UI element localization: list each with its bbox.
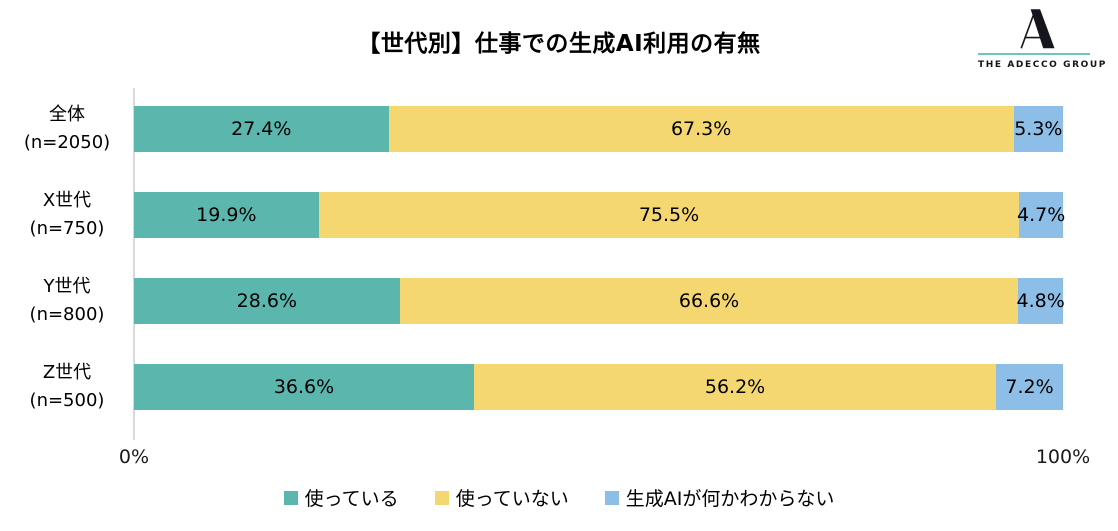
category-label: Y世代 (n=800) [0,273,134,329]
legend-swatch-icon [434,490,449,505]
chart-row: X世代 (n=750) 19.9% 75.5% 4.7% [0,172,1118,258]
category-name: X世代 [42,190,92,212]
logo-brand-text: THE ADECCO GROUP [978,60,1108,70]
bar-segment-生成AIが何かわからない: 5.3% [1013,106,1063,152]
bar-segment-使っている: 19.9% [134,192,319,238]
bar-segment-生成AIが何かわからない: 4.7% [1017,192,1066,238]
bar-segment-生成AIが何かわからない: 7.2% [996,364,1063,410]
legend-item: 使っている [283,484,399,511]
chart-legend: 使っている 使っていない 生成AIが何かわからない [0,484,1118,511]
bar-segment-使っていない: 67.3% [388,106,1014,152]
category-sample-size: (n=800) [29,304,105,325]
bar-value-label: 36.6% [273,376,335,398]
bar-segment-使っていない: 56.2% [474,364,997,410]
legend-item: 生成AIが何かわからない [604,484,835,511]
category-name: 全体 [49,104,85,126]
bar-segment-使っていない: 75.5% [318,192,1020,238]
x-axis-tick-max: 100% [1035,446,1091,468]
y-axis-line [133,88,135,440]
category-label: 全体 (n=2050) [0,101,134,157]
bar-track: 36.6% 56.2% 7.2% [134,364,1063,410]
adecco-a-icon [1020,9,1055,49]
bar-track: 28.6% 66.6% 4.8% [134,278,1065,324]
bar-value-label: 4.7% [1017,204,1066,226]
bar-value-label: 75.5% [638,204,700,226]
logo-accent-line [978,53,1090,55]
bar-value-label: 4.8% [1016,290,1065,312]
legend-swatch-icon [283,490,298,505]
category-label: Z世代 (n=500) [0,359,134,415]
category-sample-size: (n=2050) [23,132,111,153]
chart-row: Y世代 (n=800) 28.6% 66.6% 4.8% [0,258,1118,344]
bar-track: 27.4% 67.3% 5.3% [134,106,1063,152]
chart-row: Z世代 (n=500) 36.6% 56.2% 7.2% [0,344,1118,430]
bar-segment-使っている: 36.6% [134,364,474,410]
bar-value-label: 67.3% [670,118,732,140]
bar-value-label: 66.6% [678,290,740,312]
legend-item: 使っていない [434,484,569,511]
bar-segment-生成AIが何かわからない: 4.8% [1016,278,1065,324]
x-axis-tick-min: 0% [118,446,150,468]
bar-value-label: 5.3% [1014,118,1063,140]
chart-rows: 全体 (n=2050) 27.4% 67.3% 5.3% X世代 (n=750) 19.9% 7… [0,86,1118,440]
bar-segment-使っている: 28.6% [134,278,400,324]
chart-title: 【世代別】仕事での生成AI利用の有無 [357,31,761,57]
category-sample-size: (n=500) [29,390,105,411]
legend-label: 使っていない [455,488,569,510]
category-name: Z世代 [42,362,92,384]
bar-value-label: 7.2% [1005,376,1054,398]
adecco-logo: THE ADECCO GROUP [978,8,1108,70]
chart-row: 全体 (n=2050) 27.4% 67.3% 5.3% [0,86,1118,172]
bar-value-label: 19.9% [196,204,257,226]
legend-swatch-icon [604,490,619,505]
bar-segment-使っていない: 66.6% [399,278,1019,324]
bar-value-label: 28.6% [236,290,298,312]
category-name: Y世代 [43,276,91,298]
x-axis: 0% 100% [0,444,1118,476]
category-sample-size: (n=750) [29,218,105,239]
category-label: X世代 (n=750) [0,187,134,243]
legend-label: 生成AIが何かわからない [625,488,835,510]
legend-label: 使っている [304,488,399,510]
bar-value-label: 27.4% [231,118,292,140]
bar-value-label: 56.2% [704,376,766,398]
chart-header: 【世代別】仕事での生成AI利用の有無 THE ADECCO GROUP [0,0,1118,86]
bar-segment-使っている: 27.4% [134,106,389,152]
bar-track: 19.9% 75.5% 4.7% [134,192,1066,238]
